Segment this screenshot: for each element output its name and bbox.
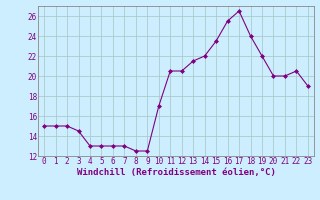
X-axis label: Windchill (Refroidissement éolien,°C): Windchill (Refroidissement éolien,°C) xyxy=(76,168,276,177)
